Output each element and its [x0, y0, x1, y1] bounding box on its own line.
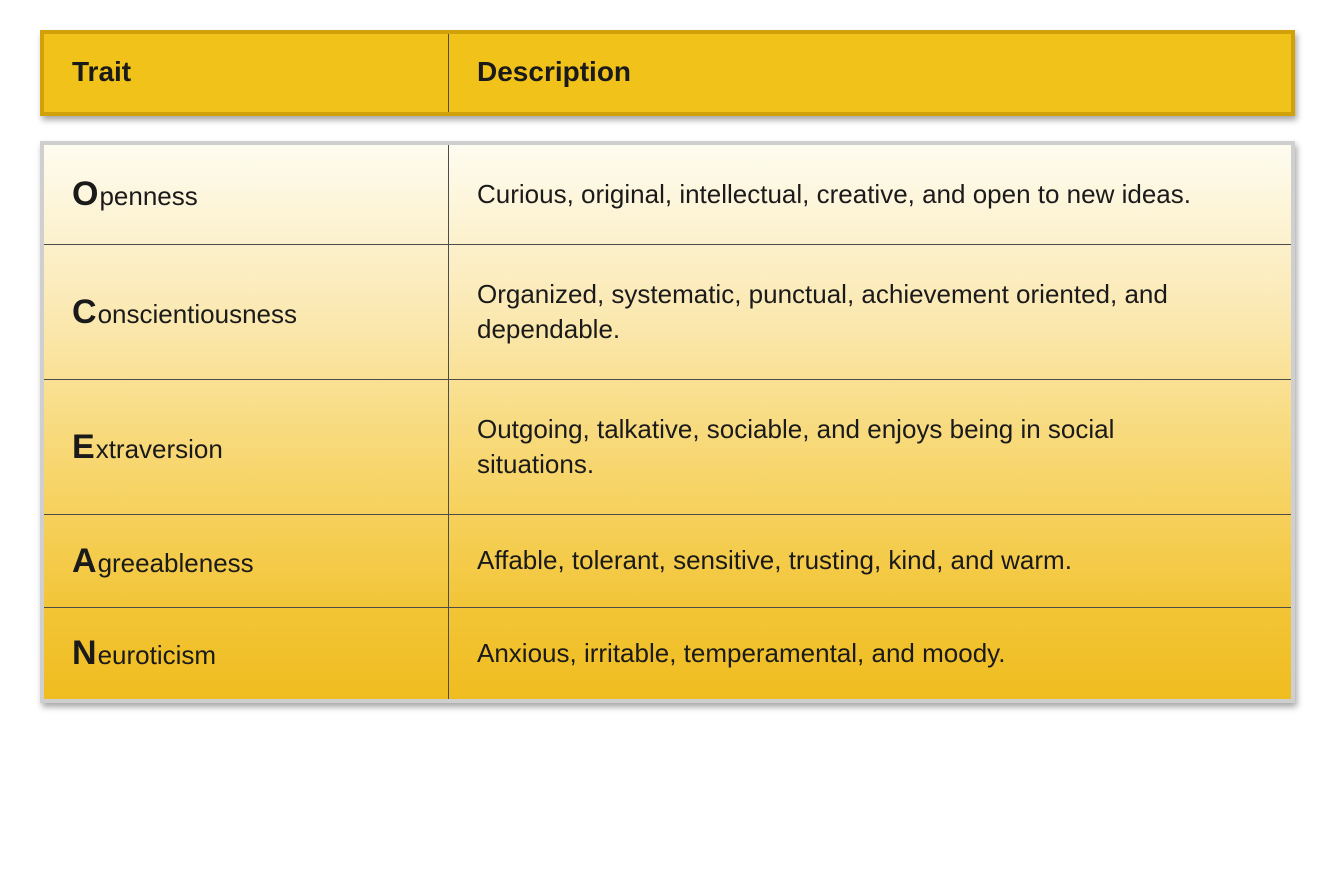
- trait-rest: xtraversion: [96, 434, 223, 464]
- description-cell: Outgoing, talkative, sociable, and enjoy…: [449, 380, 1291, 514]
- table-row: Agreeableness Affable, tolerant, sensiti…: [44, 514, 1291, 606]
- trait-cell: Openness: [44, 145, 449, 244]
- trait-rest: euroticism: [98, 640, 216, 670]
- trait-cell: Extraversion: [44, 380, 449, 514]
- table-row: Neuroticism Anxious, irritable, temperam…: [44, 607, 1291, 699]
- description-cell: Affable, tolerant, sensitive, trusting, …: [449, 515, 1291, 606]
- trait-cell: Conscientiousness: [44, 245, 449, 379]
- table-body: Openness Curious, original, intellectual…: [40, 141, 1295, 703]
- table-row: Extraversion Outgoing, talkative, sociab…: [44, 379, 1291, 514]
- description-cell: Curious, original, intellectual, creativ…: [449, 145, 1291, 244]
- table-row: Openness Curious, original, intellectual…: [44, 145, 1291, 244]
- header-description: Description: [449, 34, 1291, 112]
- trait-rest: greeableness: [98, 548, 254, 578]
- description-cell: Anxious, irritable, temperamental, and m…: [449, 608, 1291, 699]
- table-row: Conscientiousness Organized, systematic,…: [44, 244, 1291, 379]
- trait-initial: E: [72, 428, 95, 466]
- trait-initial: C: [72, 293, 97, 331]
- trait-cell: Agreeableness: [44, 515, 449, 606]
- trait-initial: A: [72, 542, 97, 580]
- table-header: Trait Description: [40, 30, 1295, 116]
- trait-rest: onscientiousness: [98, 299, 297, 329]
- trait-rest: penness: [99, 181, 197, 211]
- trait-cell: Neuroticism: [44, 608, 449, 699]
- description-cell: Organized, systematic, punctual, achieve…: [449, 245, 1291, 379]
- trait-initial: N: [72, 634, 97, 672]
- trait-initial: O: [72, 175, 98, 213]
- header-trait: Trait: [44, 34, 449, 112]
- traits-table: Trait Description Openness Curious, orig…: [40, 30, 1295, 703]
